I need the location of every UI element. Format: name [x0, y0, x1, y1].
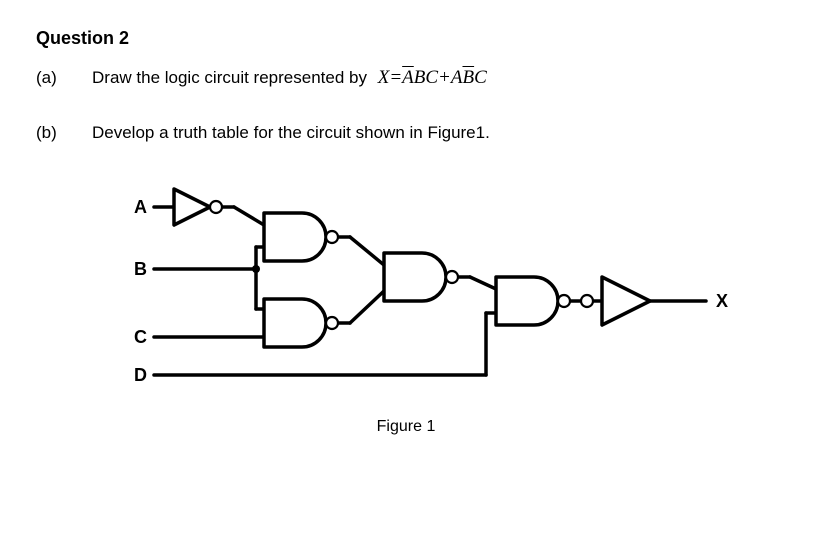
eq-eq: = — [389, 67, 402, 89]
part-a-row: (a) Draw the logic circuit represented b… — [36, 67, 789, 89]
circuit-diagram: A B CD X — [126, 177, 746, 407]
part-b-text: Develop a truth table for the circuit sh… — [92, 123, 490, 143]
equation: X = A BC + A B C — [373, 67, 487, 89]
eq-lhs: X — [378, 67, 390, 89]
eq-t2-c: C — [474, 67, 487, 89]
part-a-label: (a) — [36, 68, 92, 88]
svg-text:A: A — [134, 197, 147, 217]
eq-t2-bbar: B — [462, 67, 474, 89]
eq-t1-bc: BC — [414, 67, 438, 89]
eq-plus: + — [438, 67, 451, 89]
part-b-row: (b) Develop a truth table for the circui… — [36, 123, 789, 143]
part-a-prompt: Draw the logic circuit represented by — [92, 68, 367, 88]
part-b-label: (b) — [36, 123, 92, 143]
part-a-text: Draw the logic circuit represented by X … — [92, 67, 487, 89]
figure-label: Figure 1 — [126, 418, 686, 436]
svg-text:C: C — [134, 327, 147, 347]
svg-text:B: B — [134, 259, 147, 279]
svg-text:X: X — [716, 291, 728, 311]
svg-text:D: D — [134, 365, 147, 385]
eq-t2-a: A — [451, 67, 463, 89]
eq-t1-abar: A — [402, 67, 414, 89]
figure-1: A B CD X — [126, 177, 789, 412]
question-title: Question 2 — [36, 28, 789, 49]
